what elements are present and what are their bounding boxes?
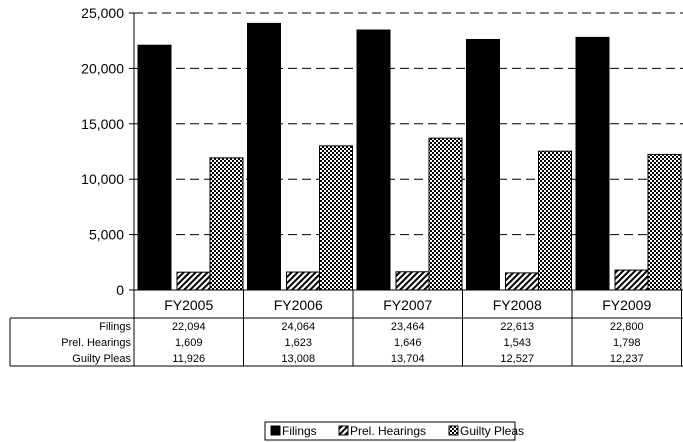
legend-swatch-guilty-pleas bbox=[448, 425, 459, 436]
table-cell-guilty-pleas-fy2009: 12,237 bbox=[610, 353, 644, 365]
table-cell-filings-fy2007: 23,464 bbox=[391, 321, 425, 333]
table-row-label-prel-hearings: Prel. Hearings bbox=[61, 337, 131, 349]
bar-prel-hearings-fy2009 bbox=[614, 269, 649, 291]
table-cell-guilty-pleas-fy2007: 13,704 bbox=[391, 353, 425, 365]
bar-guilty-pleas-fy2008 bbox=[538, 150, 572, 291]
table-cell-filings-fy2006: 24,064 bbox=[281, 321, 315, 333]
data-table: FY2005 FY2006 FY2007 FY2008 FY2009 Filings 22,… bbox=[9, 289, 683, 367]
bar-prel-hearings-fy2007 bbox=[395, 271, 430, 291]
y-tick-label-10-000: 10,000 bbox=[81, 171, 124, 187]
bar-filings-fy2005 bbox=[137, 44, 172, 291]
bar-filings-fy2009 bbox=[575, 36, 610, 291]
table-cell-guilty-pleas-fy2008: 12,527 bbox=[500, 353, 534, 365]
y-axis-ticks: 0 5,000 10,000 15,000 20,000 25,000 bbox=[81, 5, 124, 298]
bar-prel-hearings-fy2006 bbox=[286, 271, 320, 291]
category-label-fy2005: FY2005 bbox=[164, 297, 213, 313]
legend-swatch-filings bbox=[270, 425, 281, 436]
table-cell-prel-hearings-fy2006: 1,623 bbox=[284, 337, 312, 349]
category-label-fy2006: FY2006 bbox=[274, 297, 323, 313]
legend: Filings Prel. Hearings Guilty Pleas bbox=[264, 421, 524, 441]
bar-prel-hearings-fy2005 bbox=[176, 271, 211, 291]
bar-filings-fy2008 bbox=[466, 38, 500, 291]
bar-guilty-pleas-fy2009 bbox=[647, 153, 682, 291]
table-row-label-guilty-pleas: Guilty Pleas bbox=[72, 353, 131, 365]
table-cell-prel-hearings-fy2007: 1,646 bbox=[394, 337, 422, 349]
y-tick-label-15-000: 15,000 bbox=[81, 116, 124, 132]
bar-guilty-pleas-fy2007 bbox=[428, 137, 463, 291]
table-cell-prel-hearings-fy2009: 1,798 bbox=[613, 337, 641, 349]
table-cell-filings-fy2008: 22,613 bbox=[500, 321, 534, 333]
bars bbox=[137, 22, 682, 291]
table-cell-filings-fy2005: 22,094 bbox=[172, 321, 206, 333]
bar-guilty-pleas-fy2006 bbox=[319, 145, 353, 291]
bar-filings-fy2007 bbox=[356, 29, 391, 291]
legend-label-filings: Filings bbox=[282, 424, 317, 438]
y-tick-label-25-000: 25,000 bbox=[81, 5, 124, 21]
category-label-fy2007: FY2007 bbox=[383, 297, 432, 313]
table-cell-prel-hearings-fy2008: 1,543 bbox=[503, 337, 531, 349]
bar-filings-fy2006 bbox=[247, 22, 281, 291]
table-row-label-filings: Filings bbox=[99, 321, 131, 333]
table-cell-guilty-pleas-fy2005: 11,926 bbox=[172, 353, 205, 365]
table-cell-prel-hearings-fy2005: 1,609 bbox=[175, 337, 203, 349]
y-tick-label-0: 0 bbox=[116, 282, 124, 298]
table-cell-filings-fy2009: 22,800 bbox=[610, 321, 644, 333]
bar-guilty-pleas-fy2005 bbox=[209, 157, 244, 291]
legend-swatch-prel-hearings bbox=[338, 425, 349, 436]
category-label-fy2008: FY2008 bbox=[493, 297, 542, 313]
category-label-fy2009: FY2009 bbox=[602, 297, 651, 313]
legend-label-guilty-pleas: Guilty Pleas bbox=[460, 424, 524, 438]
y-tick-label-5-000: 5,000 bbox=[89, 227, 124, 243]
bar-prel-hearings-fy2008 bbox=[505, 272, 539, 291]
axes bbox=[129, 12, 135, 291]
table-cell-guilty-pleas-fy2006: 13,008 bbox=[281, 353, 315, 365]
y-tick-label-20-000: 20,000 bbox=[81, 60, 124, 76]
legend-label-prel-hearings: Prel. Hearings bbox=[350, 424, 426, 438]
